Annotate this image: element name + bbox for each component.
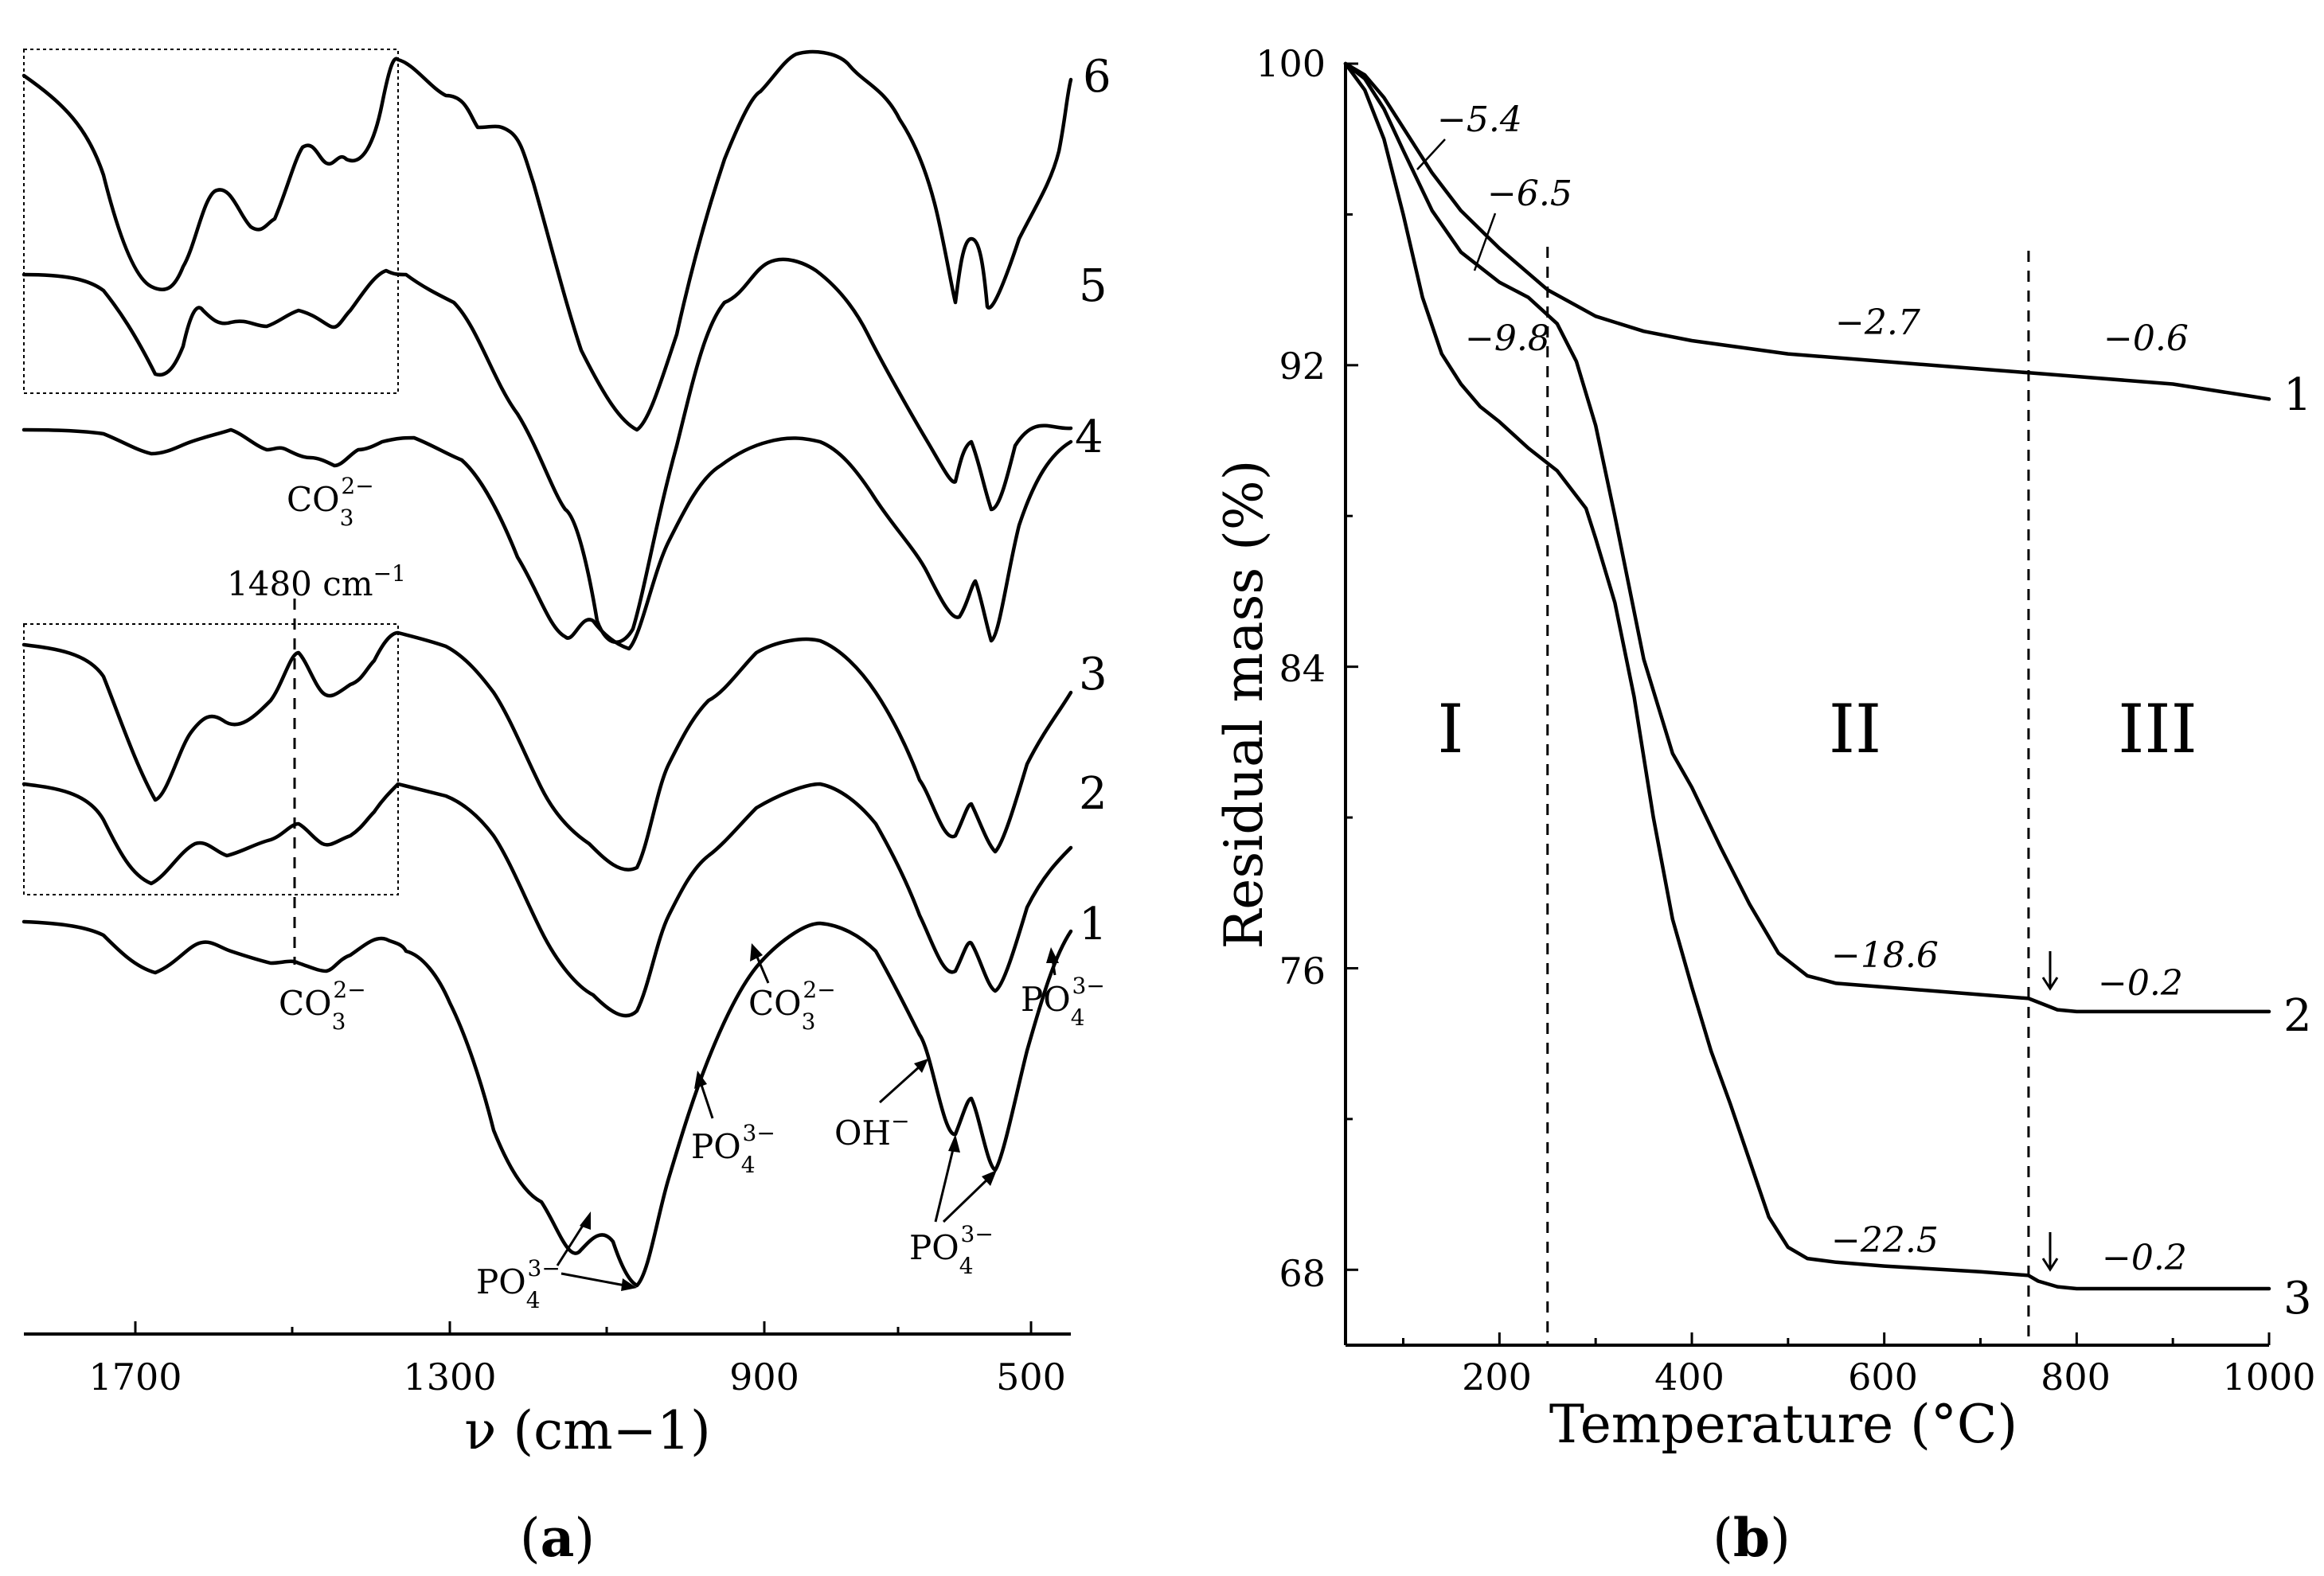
- a-arrow-co3-880: [755, 954, 770, 984]
- a-curve-label-5: 5: [1079, 260, 1107, 312]
- spectrum-5: [21, 257, 1073, 644]
- a-curve-label-2: 2: [1079, 768, 1107, 820]
- a-curve-label-4: 4: [1075, 412, 1103, 463]
- spectrum-2: [21, 782, 1073, 1018]
- a-dotted-box-top: [23, 49, 399, 394]
- a-curve-label-6: 6: [1083, 51, 1111, 103]
- a-arrowhead: [914, 1059, 928, 1073]
- a-po4-label-600: PO43−: [909, 1221, 994, 1279]
- b-xtick-label: 200: [1462, 1356, 1532, 1399]
- b-y-axis-title: Residual mass (%): [1213, 460, 1275, 950]
- panel-a-ftir: 1700 1300 900 500 ν (cm−1) 6 5 4 3 2 1 C…: [21, 49, 1111, 1569]
- b-xtick-label: 600: [1848, 1356, 1918, 1399]
- b-curve-label-3: 3: [2283, 1273, 2312, 1324]
- a-co3-label-880: CO32−: [748, 977, 836, 1035]
- b-arrowhead-c2: [2041, 977, 2059, 991]
- b-ytick-label: 100: [1256, 42, 1326, 85]
- a-xtick-label: 900: [729, 1356, 799, 1399]
- b-curve-label-1: 1: [2283, 369, 2312, 421]
- b-loss-c1-III: −0.6: [2103, 318, 2189, 359]
- a-oh-label: OH−: [834, 1108, 910, 1153]
- a-curve-label-1: 1: [1079, 899, 1107, 950]
- b-ytick-label: 92: [1279, 345, 1326, 388]
- a-arrow-oh: [878, 1065, 921, 1104]
- a-1480-label: 1480 cm−1: [227, 560, 406, 603]
- b-loss-c2-III: −0.2: [2098, 963, 2183, 1004]
- a-arrow-po4-1090: [556, 1221, 587, 1266]
- b-loss-c1-I: −5.4: [1437, 99, 1522, 140]
- spectrum-4: [21, 427, 1073, 651]
- a-po4-label-1090: PO43−: [476, 1255, 560, 1313]
- b-xtick-label: 1000: [2222, 1356, 2315, 1399]
- b-x-axis-title: Temperature (°C): [1549, 1394, 2017, 1455]
- a-arrowhead: [1046, 947, 1059, 963]
- a-x-axis-title: ν (cm−1): [464, 1400, 710, 1461]
- panel-a-label: (a): [520, 1507, 595, 1569]
- b-loss-c1-II: −2.7: [1835, 302, 1920, 343]
- a-curve-label-3: 3: [1079, 649, 1107, 700]
- a-dotted-box-bottom: [23, 623, 399, 895]
- b-curve-label-2: 2: [2283, 990, 2312, 1042]
- b-region-label-III: III: [2118, 690, 2197, 768]
- a-arrowhead: [694, 1071, 707, 1089]
- a-po4-label-470: PO43−: [1021, 973, 1105, 1031]
- spectrum-3: [21, 630, 1073, 872]
- spectrum-1: [21, 919, 1073, 1288]
- b-loss-c3-II: −22.5: [1831, 1220, 1939, 1261]
- b-leader-c2-I: [1473, 213, 1497, 271]
- a-arrowhead: [621, 1278, 637, 1291]
- panel-b-label: (b): [1713, 1507, 1791, 1569]
- a-arrow-po4-600: [934, 1145, 955, 1223]
- panel-b-tga: 100 92 84 76 68 200 400 600 800 1000 Tem…: [1213, 42, 2316, 1569]
- a-arrow-po4-1030: [560, 1272, 626, 1287]
- a-co3-label-top: CO32−: [287, 473, 374, 531]
- b-ytick-label: 84: [1279, 647, 1326, 690]
- b-loss-c3-I: −9.8: [1465, 318, 1550, 359]
- a-po4-label-960: PO43−: [691, 1120, 775, 1178]
- b-arrowhead-c3: [2041, 1258, 2059, 1272]
- b-leader-c1-I: [1416, 138, 1446, 170]
- a-arrowhead: [982, 1170, 997, 1186]
- b-loss-c2-II: −18.6: [1831, 935, 1939, 976]
- a-xtick-label: 1300: [403, 1356, 496, 1399]
- b-region-label-I: I: [1437, 690, 1463, 768]
- a-arrowhead: [580, 1211, 591, 1230]
- b-region-label-II: II: [1829, 690, 1881, 768]
- a-co3-label-bottom: CO32−: [279, 977, 366, 1035]
- a-arrowhead: [948, 1134, 960, 1153]
- a-xtick-label: 1700: [88, 1356, 182, 1399]
- b-xtick-label: 400: [1654, 1356, 1724, 1399]
- a-arrowhead: [750, 943, 763, 962]
- b-ytick-label: 68: [1279, 1252, 1326, 1295]
- b-loss-c2-I: −6.5: [1487, 174, 1572, 214]
- tga-curve-2: [1343, 61, 2271, 1014]
- tga-curve-1: [1343, 61, 2271, 401]
- b-loss-c3-III: −0.2: [2102, 1238, 2187, 1278]
- tga-curve-3: [1343, 61, 2271, 1291]
- b-ytick-label: 76: [1279, 950, 1326, 993]
- a-arrow-po4-960: [699, 1082, 714, 1119]
- b-xtick-label: 800: [2041, 1356, 2111, 1399]
- spectrum-6: [21, 49, 1073, 432]
- a-xtick-label: 500: [996, 1356, 1066, 1399]
- a-arrow-po4-560: [942, 1176, 990, 1223]
